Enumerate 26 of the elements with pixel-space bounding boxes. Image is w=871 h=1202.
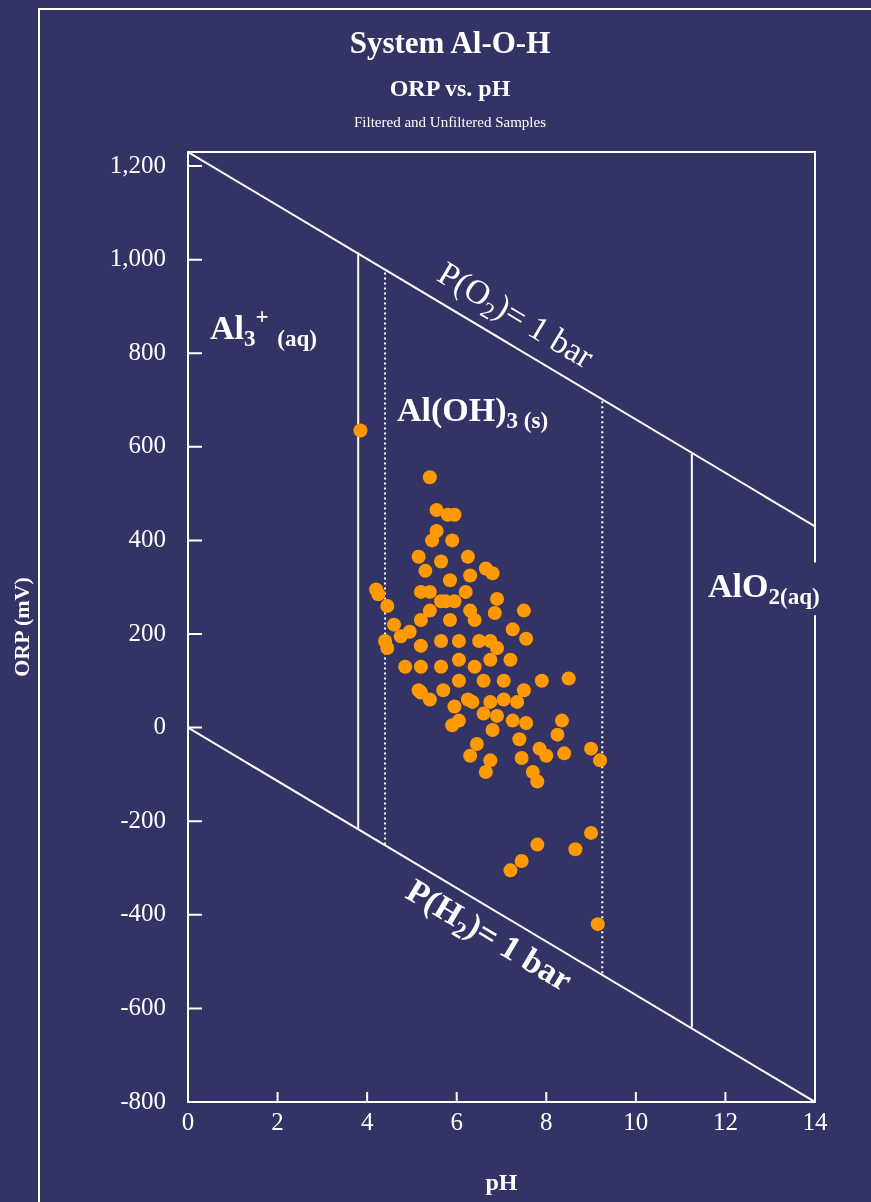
text: P(O2)= 1 bar xyxy=(431,254,601,377)
y-tick-label: -600 xyxy=(120,992,166,1020)
y-tick-label: 600 xyxy=(128,431,166,459)
chart-title: System Al-O-H xyxy=(349,25,551,61)
x-tick-label: 6 xyxy=(450,1107,463,1135)
x-tick-label: 14 xyxy=(802,1107,828,1135)
y-tick-label: 200 xyxy=(128,618,166,646)
y-tick-label: 400 xyxy=(128,524,166,552)
chart-subtitle: ORP vs. pH xyxy=(389,75,511,102)
y-tick-label: -400 xyxy=(120,899,166,927)
x-tick-label: 12 xyxy=(712,1107,738,1135)
x-tick-label: 8 xyxy=(540,1107,553,1135)
x-axis-title: pH xyxy=(485,1168,518,1195)
x-tick-label: 4 xyxy=(360,1107,374,1135)
y-tick-label: 1,200 xyxy=(109,150,166,178)
y-axis-title: ORP (mV) xyxy=(8,577,34,677)
y-tick-label: 1,000 xyxy=(109,244,166,272)
x-tick-label: 2 xyxy=(271,1107,284,1135)
x-tick-label: 10 xyxy=(623,1107,649,1135)
text: Filtered and Unfiltered Samples xyxy=(353,113,547,130)
y-tick-label: 800 xyxy=(128,337,166,365)
y-tick-label: -200 xyxy=(120,805,166,833)
text: P(H2)= 1 bar xyxy=(399,871,579,1000)
y-tick-label: -800 xyxy=(120,1086,166,1114)
x-tick-label: 0 xyxy=(181,1107,195,1135)
y-tick-label: 0 xyxy=(153,712,166,740)
